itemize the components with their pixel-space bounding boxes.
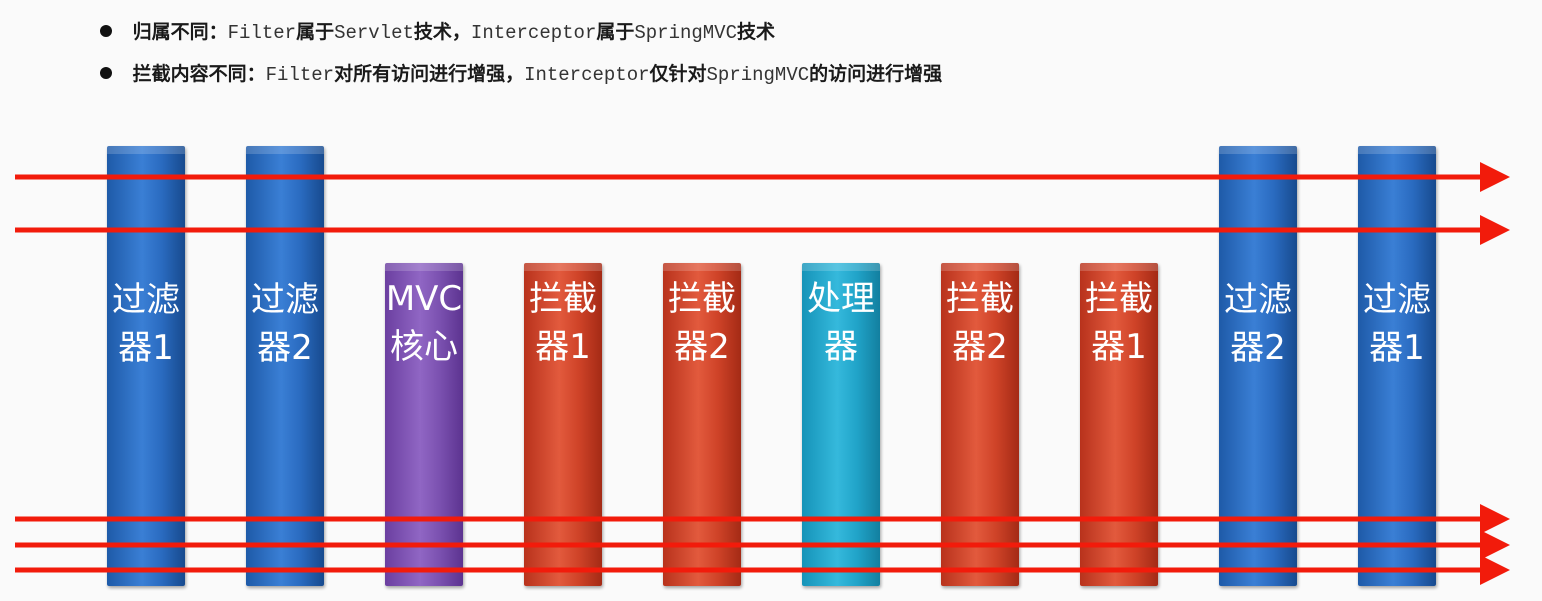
bullet-segment-code: SpringMVC bbox=[706, 64, 810, 86]
filter-bar-2: 过滤器2 bbox=[246, 146, 324, 586]
bullet-segment-code: Filter bbox=[227, 22, 297, 44]
mvc-core-bar: MVC核心 bbox=[385, 263, 463, 586]
interceptor-bar-label: 拦截器1 bbox=[1085, 279, 1153, 367]
bullet-text: 拦截内容不同：Filter对所有访问进行增强，Interceptor仅针对Spr… bbox=[132, 63, 943, 86]
bullet-segment: 技术 bbox=[736, 21, 775, 43]
handler-bar-label: 处理器 bbox=[807, 279, 875, 367]
bullet-segment: 拦截内容不同： bbox=[132, 63, 266, 85]
bullet-item-scope: 拦截内容不同：Filter对所有访问进行增强，Interceptor仅针对Spr… bbox=[100, 56, 942, 98]
bullet-segment: 属于 bbox=[296, 21, 335, 43]
bullet-dot-icon bbox=[100, 24, 112, 37]
interceptor-bar-label: 拦截器2 bbox=[946, 279, 1014, 367]
bullet-segment: 对所有访问进行增强， bbox=[334, 63, 525, 85]
bullet-segment-code: Interceptor bbox=[524, 64, 650, 86]
filter-bar-label: 过滤器2 bbox=[1224, 280, 1292, 368]
filter-bar-1-return: 过滤器1 bbox=[1358, 146, 1436, 586]
bullet-segment-code: Interceptor bbox=[470, 22, 597, 44]
interceptor-bar-2: 拦截器2 bbox=[663, 263, 741, 586]
interceptor-bar-1-return: 拦截器1 bbox=[1080, 263, 1158, 586]
bullet-text: 归属不同：Filter属于Servlet技术，Interceptor属于Spri… bbox=[132, 21, 775, 44]
filter-bar-label: 过滤器1 bbox=[112, 280, 180, 368]
bullet-dot-icon bbox=[100, 66, 112, 79]
bullet-segment: 技术， bbox=[413, 21, 471, 43]
filter-bar-label: 过滤器2 bbox=[251, 280, 319, 368]
bullet-segment-code: Servlet bbox=[334, 22, 414, 44]
bullet-list: 归属不同：Filter属于Servlet技术，Interceptor属于Spri… bbox=[100, 14, 942, 98]
bullet-segment: 仅针对 bbox=[649, 63, 707, 85]
filter-bar-2-return: 过滤器2 bbox=[1219, 146, 1297, 586]
bullet-segment: 属于 bbox=[596, 21, 635, 43]
filter-bar-1: 过滤器1 bbox=[107, 146, 185, 586]
bullet-item-ownership: 归属不同：Filter属于Servlet技术，Interceptor属于Spri… bbox=[100, 14, 942, 56]
filter-bar-label: 过滤器1 bbox=[1363, 280, 1431, 368]
bullet-segment: 的访问进行增强 bbox=[809, 63, 943, 85]
handler-bar: 处理器 bbox=[802, 263, 880, 586]
interceptor-bar-2-return: 拦截器2 bbox=[941, 263, 1019, 586]
bullet-segment-code: Filter bbox=[265, 64, 335, 86]
mvc-core-label: MVC核心 bbox=[385, 279, 463, 367]
interceptor-bar-label: 拦截器2 bbox=[668, 279, 736, 367]
bullet-segment-code: SpringMVC bbox=[634, 22, 737, 44]
interceptor-bar-1: 拦截器1 bbox=[524, 263, 602, 586]
bullet-segment: 归属不同： bbox=[132, 21, 228, 43]
interceptor-bar-label: 拦截器1 bbox=[529, 279, 597, 367]
